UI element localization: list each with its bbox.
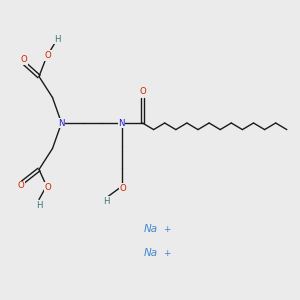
Text: N: N [118, 118, 125, 127]
Text: Na: Na [144, 224, 158, 235]
Text: O: O [120, 184, 126, 193]
Text: O: O [21, 56, 27, 64]
Text: N: N [58, 118, 65, 127]
Text: O: O [139, 87, 146, 96]
Text: +: + [164, 225, 171, 234]
Text: Na: Na [144, 248, 158, 259]
Text: O: O [18, 182, 24, 190]
Text: O: O [45, 51, 51, 60]
Text: +: + [164, 249, 171, 258]
Text: H: H [103, 196, 110, 206]
Text: H: H [54, 34, 60, 43]
Text: H: H [36, 201, 42, 210]
Text: O: O [45, 183, 51, 192]
